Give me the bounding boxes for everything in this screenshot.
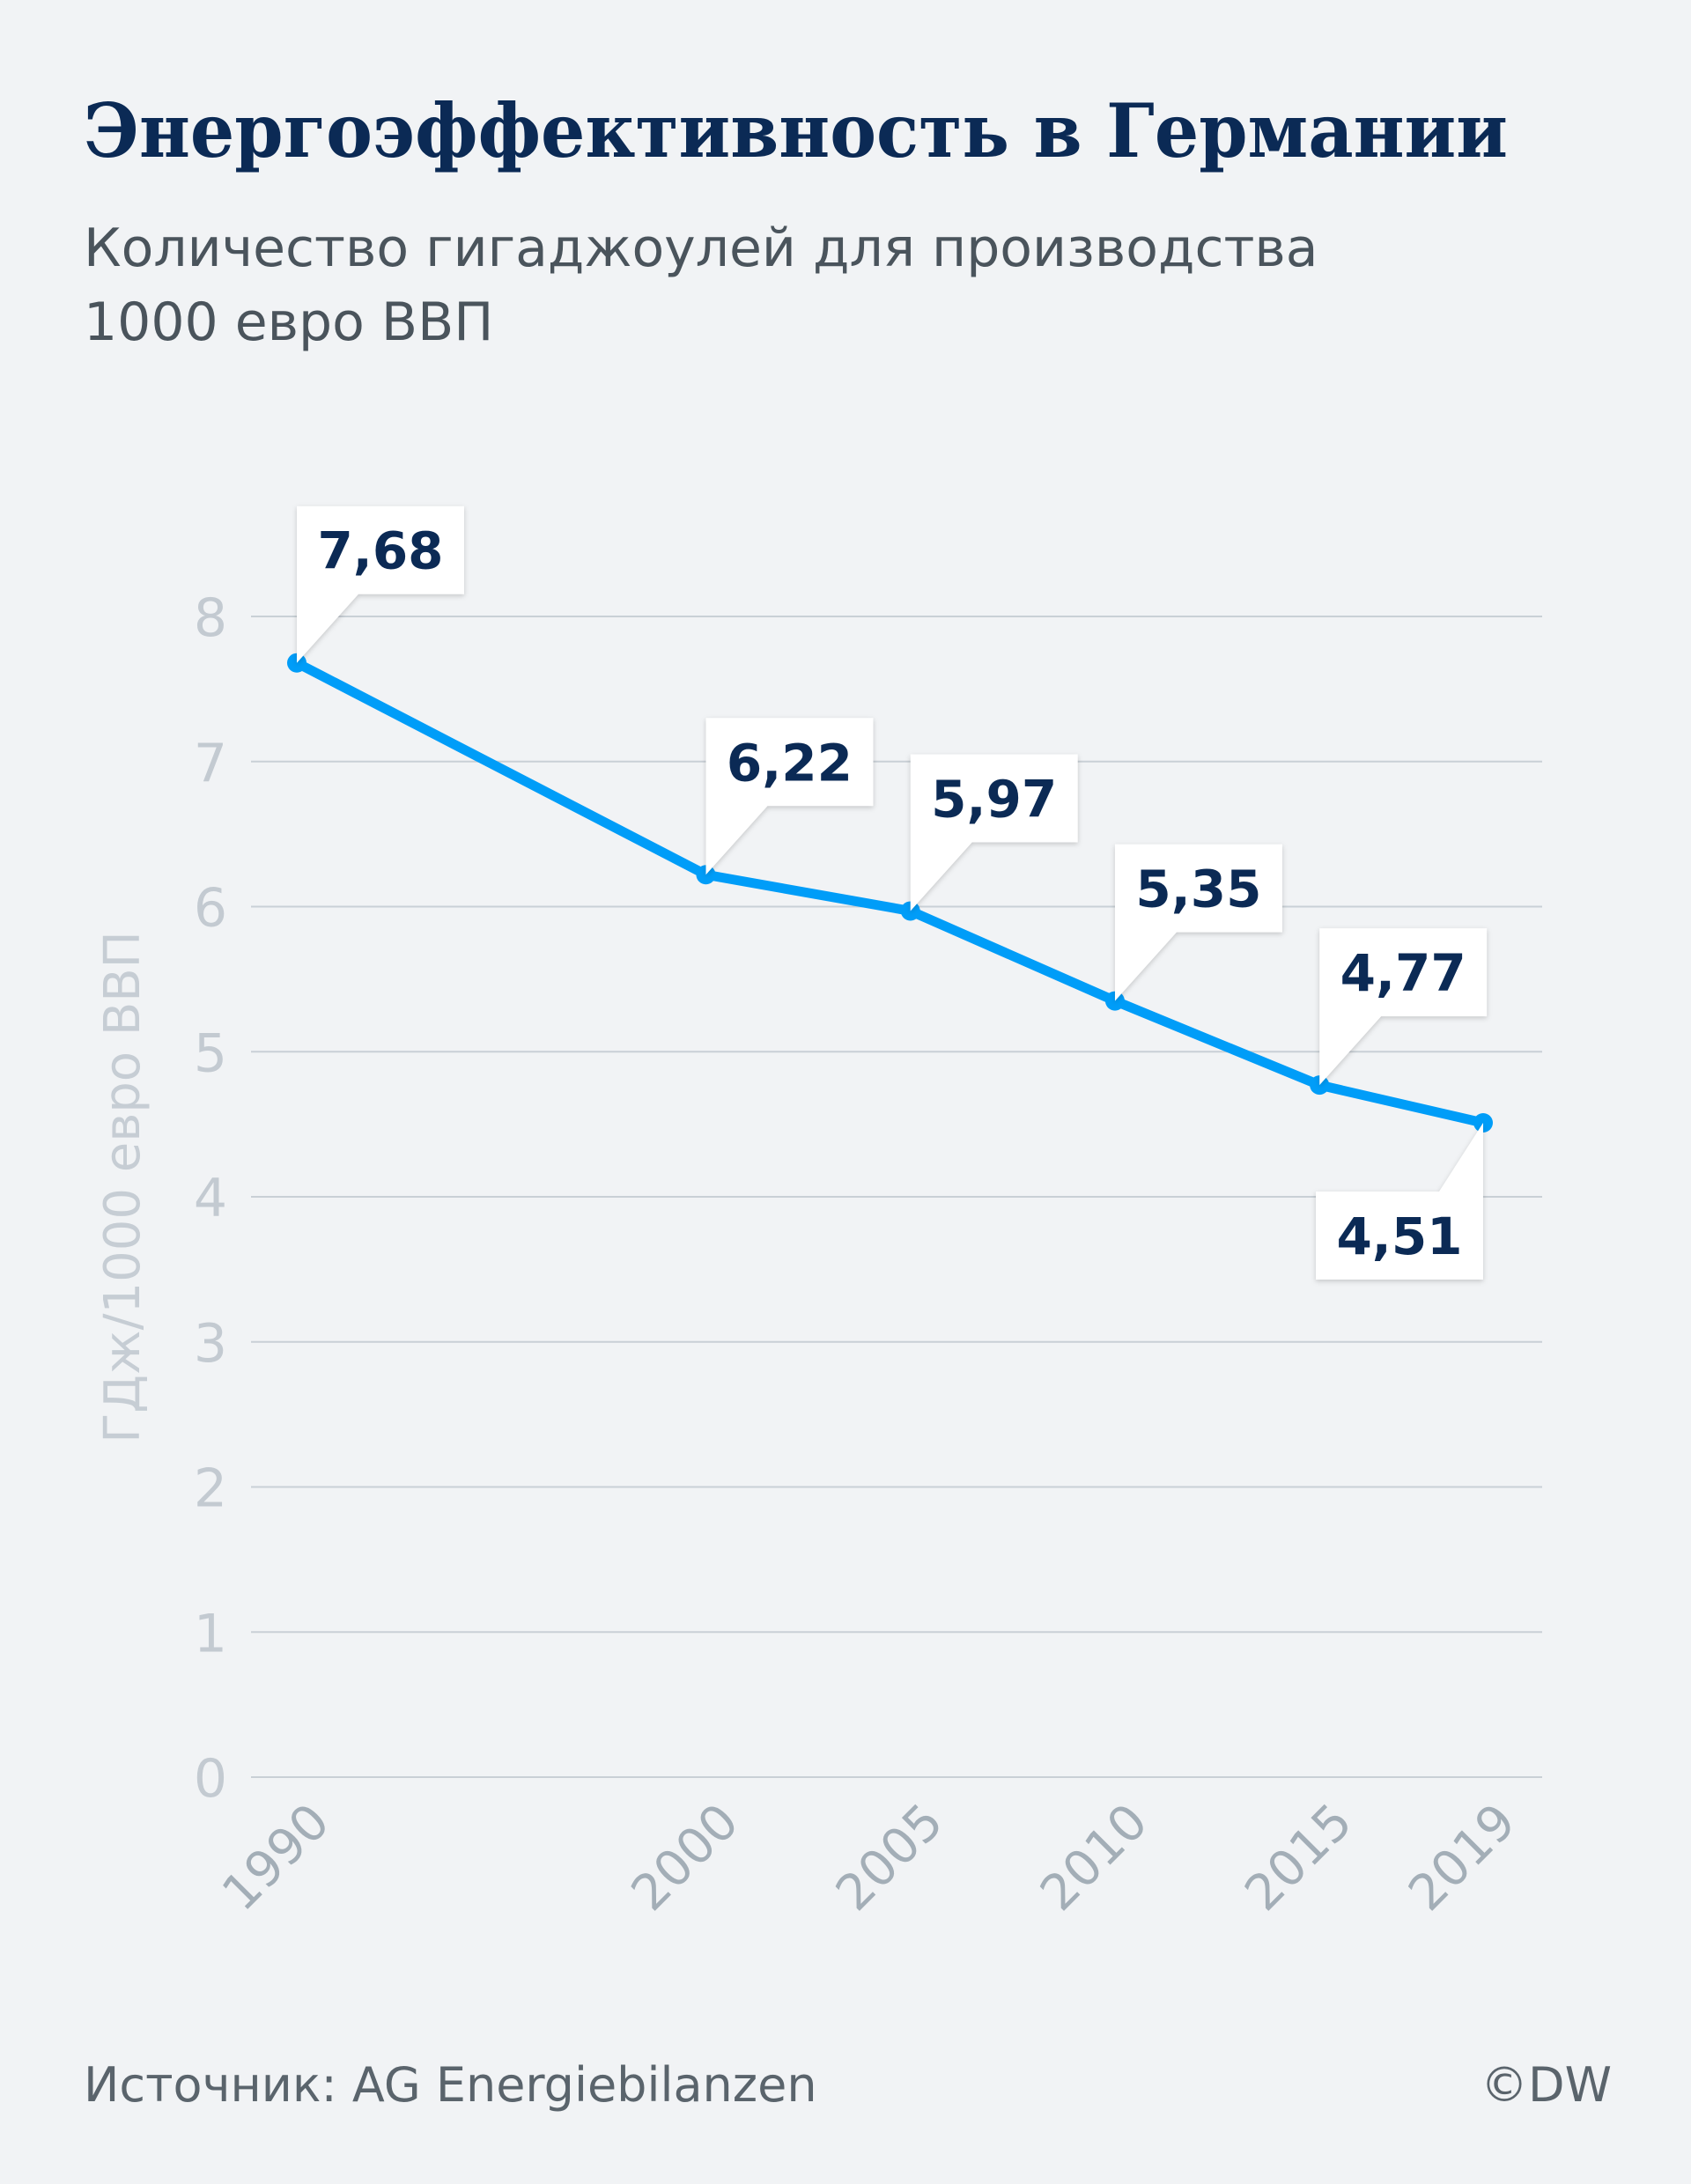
data-label-box: [297, 505, 464, 663]
data-label-box: [1319, 928, 1488, 1086]
data-label-text: 7,68: [317, 521, 443, 581]
data-label-box: [1316, 1122, 1483, 1280]
data-label-text: 4,77: [1340, 943, 1466, 1003]
y-tick-label: 7: [194, 733, 227, 794]
data-label: 5,97: [910, 754, 1078, 911]
data-label: 4,77: [1319, 928, 1488, 1086]
data-label: 7,68: [297, 505, 464, 663]
data-label-text: 6,22: [727, 733, 853, 793]
x-tick-label: 1990: [211, 1793, 341, 1922]
y-axis-label: ГДж/1000 евро ВВП: [94, 931, 151, 1443]
data-label: 5,35: [1114, 844, 1282, 1001]
data-label-box: [705, 718, 874, 875]
data-label-text: 5,97: [931, 769, 1057, 829]
y-tick-label: 0: [194, 1748, 227, 1810]
chart-title: Энергоэффективность в Германии: [84, 87, 1508, 174]
chart-subtitle-line-1: Количество гигаджоулей для производства: [84, 218, 1318, 279]
data-label-text: 5,35: [1135, 860, 1261, 919]
y-tick-label: 1: [194, 1603, 227, 1664]
y-tick-label: 8: [194, 587, 227, 649]
data-label-box: [1114, 844, 1282, 1001]
y-tick-label: 2: [194, 1458, 227, 1520]
y-tick-label: 5: [194, 1022, 227, 1084]
series-line: [294, 658, 1485, 1128]
data-label-box: [910, 754, 1078, 911]
copyright-credit: ©DW: [1481, 2057, 1612, 2113]
y-tick-label: 4: [194, 1168, 227, 1229]
chart-subtitle-line-2: 1000 евро ВВП: [84, 291, 493, 353]
data-label-text: 4,51: [1336, 1206, 1462, 1266]
y-tick-label: 3: [194, 1313, 227, 1375]
x-tick-label: 2010: [1030, 1793, 1159, 1922]
x-tick-label: 2000: [621, 1793, 750, 1922]
x-tick-label: 2015: [1234, 1793, 1363, 1922]
y-tick-label: 6: [194, 878, 227, 940]
x-tick-label: 2005: [825, 1793, 955, 1922]
data-label: 4,51: [1316, 1122, 1483, 1280]
x-tick-label: 2019: [1398, 1793, 1527, 1922]
data-label: 6,22: [705, 718, 874, 875]
source-note: Источник: AG Energiebilanzen: [84, 2057, 817, 2113]
